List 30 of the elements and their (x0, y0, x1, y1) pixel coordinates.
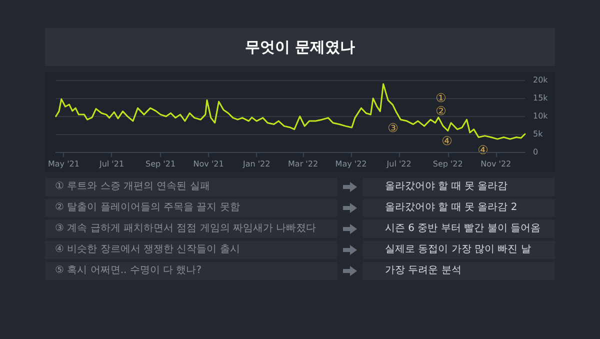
text: 올라갔어야 할 때 못 올라감 2 (363, 199, 555, 217)
x-tick-label: May '22 (335, 160, 367, 168)
x-tick-label: Nov '21 (193, 160, 224, 168)
text: ② 탈출이 플레이어들의 주목을 끌지 못함 (45, 199, 337, 217)
y-tick-label: 0 (533, 148, 538, 156)
text: 시즌 6 중반 부터 빨간 불이 들어옴 (363, 220, 555, 238)
text: ③ 계속 급하게 패치하면서 점점 게임의 짜임새가 나빠졌다 (45, 220, 337, 238)
x-tick-label: Nov '22 (480, 160, 512, 168)
text: ① 루트와 스증 개편의 연속된 실패 (45, 178, 337, 196)
chart-title: 무엇이 문제였나 (45, 28, 555, 66)
text: ④ 비슷한 장르에서 쟁쟁한 신작들이 출시 (45, 241, 337, 259)
x-tick-label: Sep '21 (146, 160, 176, 168)
text: 올라갔어야 할 때 못 올라감 (363, 178, 555, 196)
text: 실제로 동접이 가장 많이 빠진 날 (363, 241, 555, 259)
x-tick-label: Jan '22 (242, 160, 270, 168)
x-tick-label: Jul '21 (98, 160, 124, 168)
x-tick-label: Mar '22 (288, 160, 318, 168)
y-tick-label: 5k (533, 130, 544, 138)
annotation: ③ (388, 121, 398, 135)
y-tick-label: 20k (533, 76, 548, 84)
y-tick-label: 10k (533, 112, 548, 120)
x-tick-label: Jul '22 (386, 160, 412, 168)
x-tick-label: May '21 (48, 160, 80, 168)
x-tick-label: Sep '22 (432, 160, 463, 168)
annotation: ① (436, 91, 446, 105)
annotation: ④ (442, 134, 452, 148)
text: 가장 두려운 분석 (363, 262, 555, 280)
text: ⑤ 혹시 어쩌면.. 수명이 다 했나? (45, 262, 337, 280)
annotation: ② (436, 104, 446, 118)
y-tick-label: 15k (533, 94, 548, 102)
